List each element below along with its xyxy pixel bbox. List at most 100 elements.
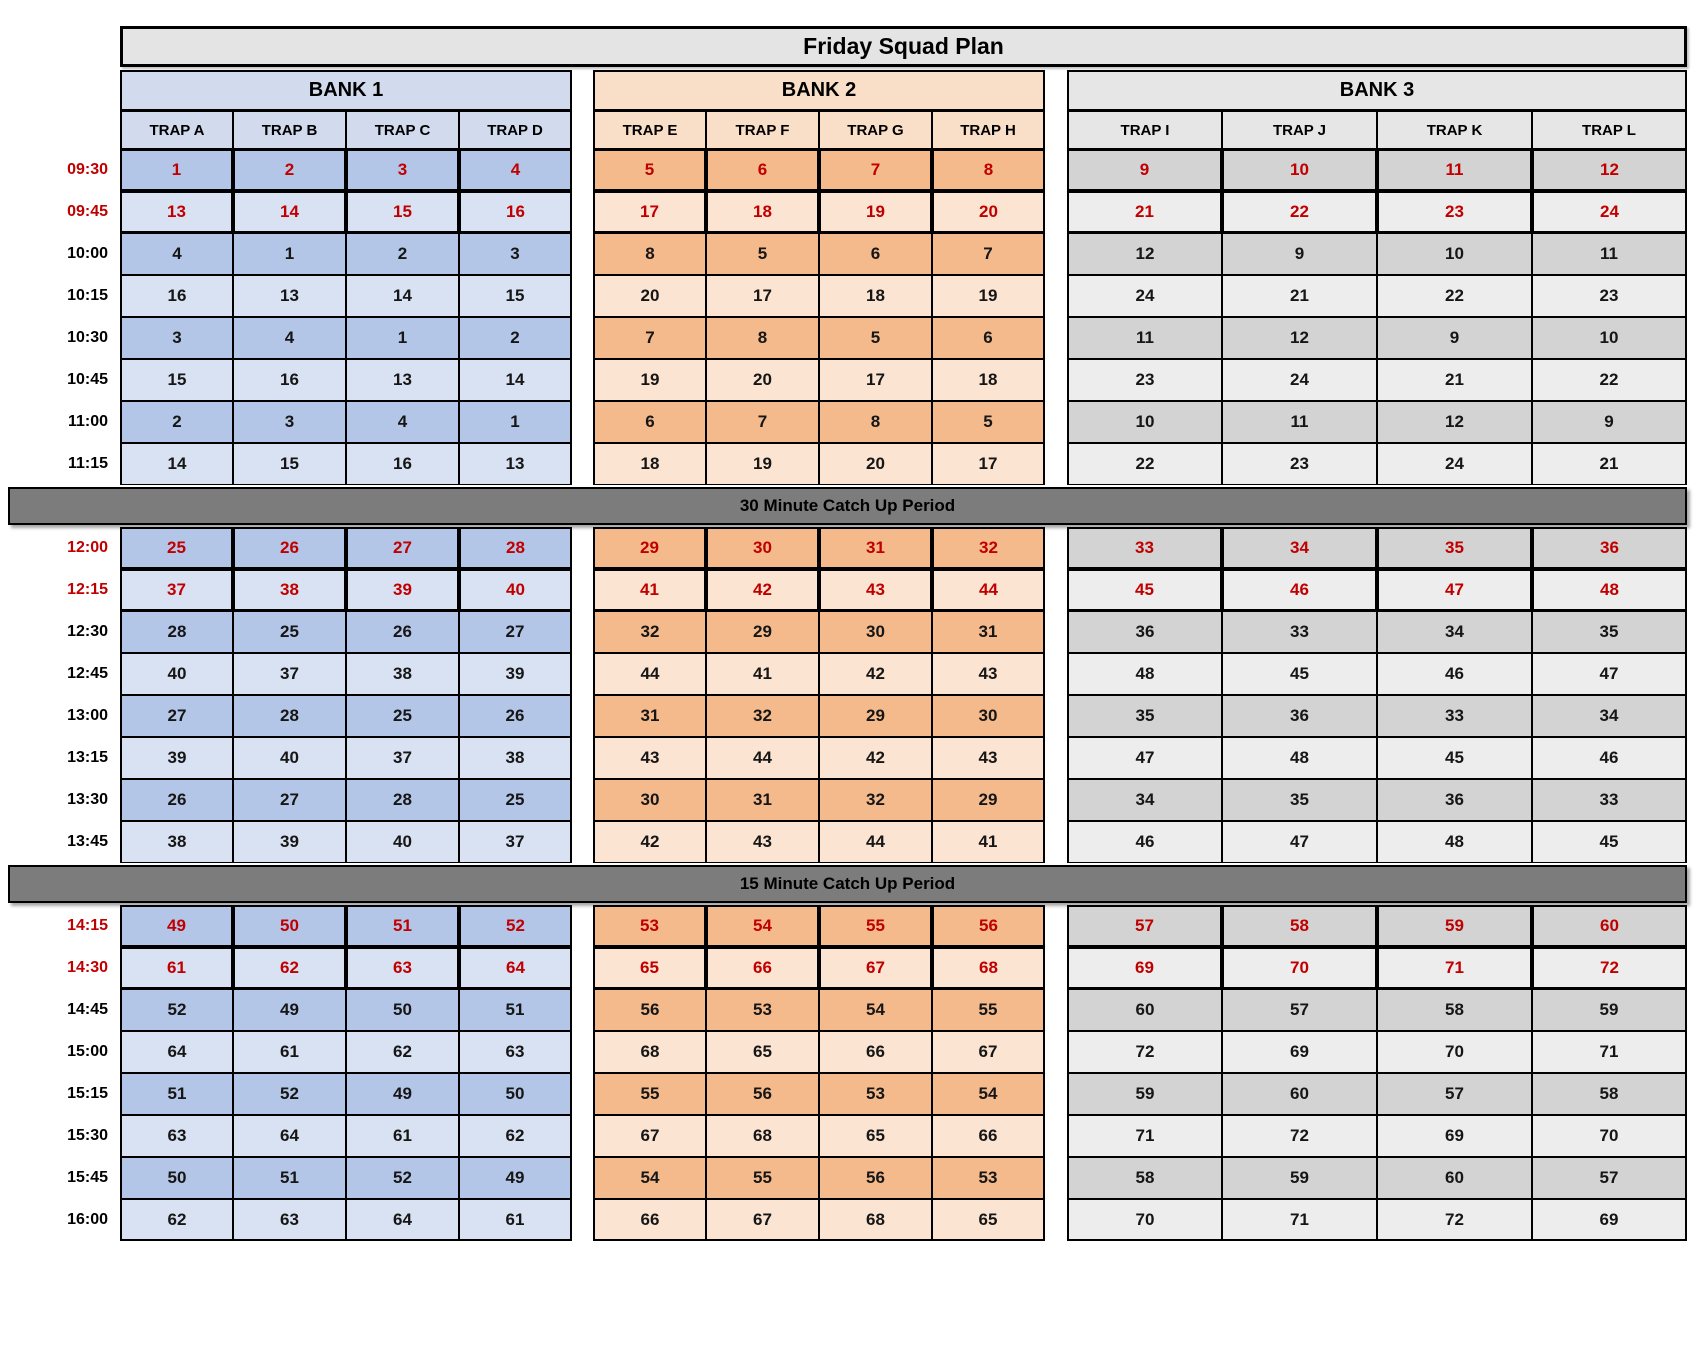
squad-cell: 58 (1067, 1157, 1222, 1199)
squad-cell: 42 (593, 821, 706, 863)
squad-cell: 49 (459, 1157, 572, 1199)
squad-cell: 12 (1377, 401, 1532, 443)
squad-cell: 48 (1532, 569, 1687, 611)
squad-cell: 72 (1532, 947, 1687, 989)
squad-cell: 48 (1377, 821, 1532, 863)
squad-cell: 27 (233, 779, 346, 821)
squad-cell: 29 (819, 695, 932, 737)
squad-cell: 63 (346, 947, 459, 989)
squad-cell: 65 (706, 1031, 819, 1073)
squad-cell: 50 (459, 1073, 572, 1115)
squad-cell: 72 (1067, 1031, 1222, 1073)
squad-cell: 37 (120, 569, 233, 611)
squad-cell: 23 (1067, 359, 1222, 401)
time-label: 13:45 (67, 833, 108, 850)
trap-header-i: TRAP I (1067, 111, 1222, 149)
time-label: 10:45 (67, 371, 108, 388)
squad-cell: 38 (459, 737, 572, 779)
squad-cell: 52 (459, 905, 572, 947)
squad-cell: 53 (706, 989, 819, 1031)
squad-plan-table: Friday Squad Plan BANK 1 BANK 2 BANK 3 TRAP… (8, 26, 1708, 1241)
bank-1-header: BANK 1 (120, 70, 572, 111)
squad-cell: 5 (593, 149, 706, 191)
squad-cell: 64 (233, 1115, 346, 1157)
squad-cell: 30 (706, 527, 819, 569)
squad-cell: 21 (1377, 359, 1532, 401)
time-label: 14:45 (67, 1001, 108, 1018)
squad-cell: 28 (459, 527, 572, 569)
squad-cell: 63 (233, 1199, 346, 1241)
squad-cell: 26 (120, 779, 233, 821)
squad-cell: 16 (120, 275, 233, 317)
squad-cell: 58 (1377, 989, 1532, 1031)
trap-header-c: TRAP C (346, 111, 459, 149)
squad-cell: 42 (819, 737, 932, 779)
squad-cell: 46 (1067, 821, 1222, 863)
squad-cell: 9 (1222, 233, 1377, 275)
squad-cell: 24 (1067, 275, 1222, 317)
squad-cell: 60 (1222, 1073, 1377, 1115)
squad-cell: 16 (346, 443, 459, 485)
squad-cell: 64 (459, 947, 572, 989)
squad-cell: 17 (819, 359, 932, 401)
trap-header-a: TRAP A (120, 111, 233, 149)
squad-cell: 66 (932, 1115, 1045, 1157)
squad-cell: 35 (1222, 779, 1377, 821)
squad-cell: 52 (346, 1157, 459, 1199)
squad-cell: 44 (706, 737, 819, 779)
page-title: Friday Squad Plan (120, 26, 1687, 67)
squad-cell: 6 (593, 401, 706, 443)
squad-cell: 45 (1377, 737, 1532, 779)
squad-cell: 4 (346, 401, 459, 443)
squad-cell: 67 (932, 1031, 1045, 1073)
squad-cell: 38 (120, 821, 233, 863)
time-label: 11:00 (67, 413, 108, 430)
squad-cell: 52 (120, 989, 233, 1031)
squad-cell: 69 (1222, 1031, 1377, 1073)
squad-cell: 38 (233, 569, 346, 611)
squad-cell: 44 (819, 821, 932, 863)
squad-cell: 37 (233, 653, 346, 695)
squad-cell: 36 (1067, 611, 1222, 653)
squad-cell: 43 (932, 653, 1045, 695)
squad-cell: 61 (120, 947, 233, 989)
time-label: 10:00 (67, 245, 108, 262)
squad-cell: 12 (1532, 149, 1687, 191)
time-label: 11:15 (67, 455, 108, 472)
squad-cell: 28 (233, 695, 346, 737)
squad-cell: 70 (1067, 1199, 1222, 1241)
squad-cell: 1 (346, 317, 459, 359)
squad-cell: 36 (1532, 527, 1687, 569)
time-label: 12:45 (67, 665, 108, 682)
squad-cell: 5 (819, 317, 932, 359)
squad-cell: 21 (1532, 443, 1687, 485)
squad-cell: 45 (1067, 569, 1222, 611)
squad-cell: 55 (593, 1073, 706, 1115)
squad-cell: 42 (819, 653, 932, 695)
time-label: 09:45 (67, 203, 108, 220)
squad-cell: 32 (593, 611, 706, 653)
squad-cell: 15 (120, 359, 233, 401)
trap-header-h: TRAP H (932, 111, 1045, 149)
squad-cell: 43 (593, 737, 706, 779)
catch-up-break: 30 Minute Catch Up Period (8, 487, 1687, 525)
squad-cell: 8 (593, 233, 706, 275)
squad-cell: 69 (1067, 947, 1222, 989)
squad-cell: 41 (932, 821, 1045, 863)
squad-cell: 15 (459, 275, 572, 317)
squad-cell: 50 (233, 905, 346, 947)
squad-cell: 66 (706, 947, 819, 989)
squad-cell: 27 (346, 527, 459, 569)
squad-cell: 51 (120, 1073, 233, 1115)
bank-3-header: BANK 3 (1067, 70, 1687, 111)
squad-cell: 53 (819, 1073, 932, 1115)
squad-cell: 39 (459, 653, 572, 695)
squad-cell: 41 (593, 569, 706, 611)
squad-cell: 31 (932, 611, 1045, 653)
time-label: 10:15 (67, 287, 108, 304)
squad-cell: 56 (706, 1073, 819, 1115)
squad-cell: 60 (1377, 1157, 1532, 1199)
trap-header-f: TRAP F (706, 111, 819, 149)
squad-cell: 48 (1222, 737, 1377, 779)
squad-cell: 30 (932, 695, 1045, 737)
